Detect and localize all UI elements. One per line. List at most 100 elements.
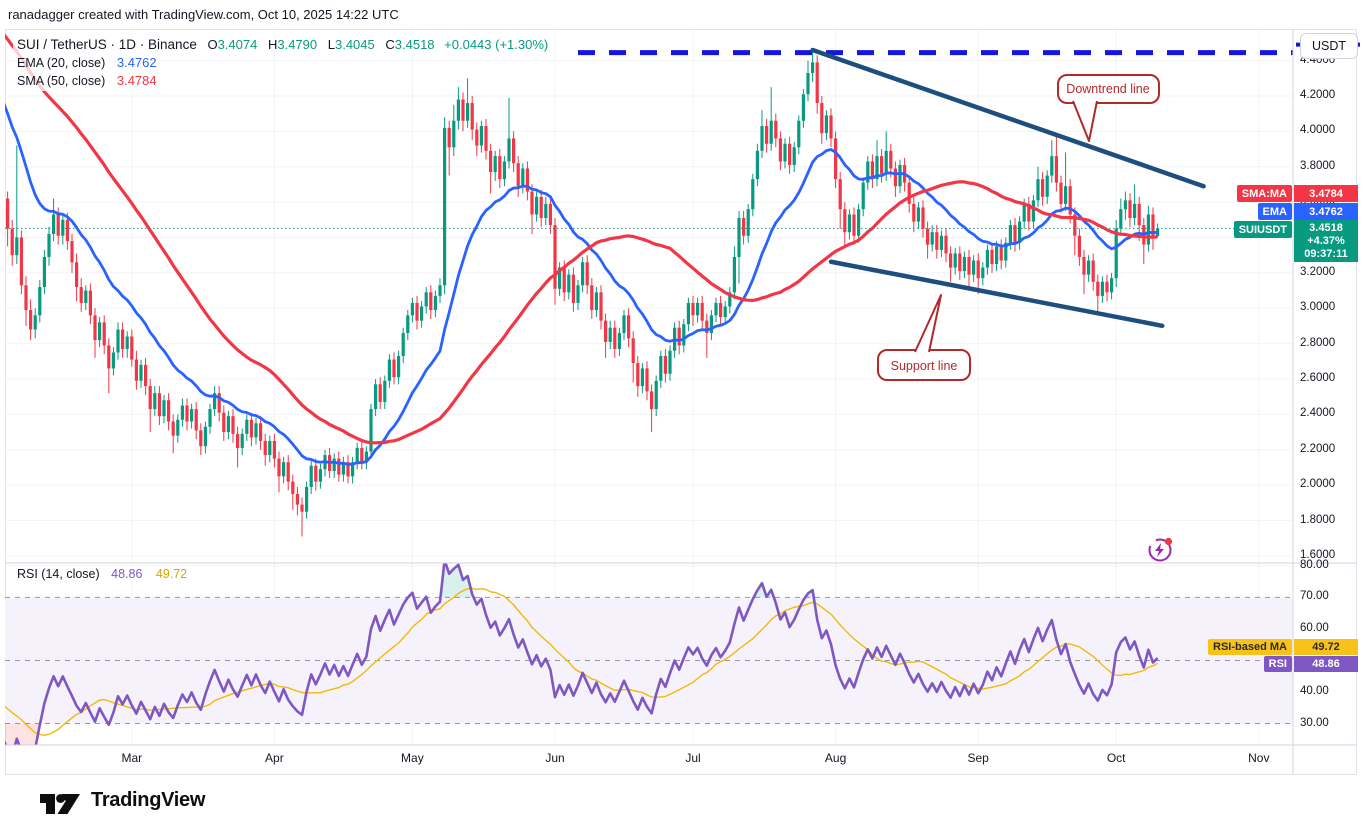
candle-body [939,235,943,250]
sma-legend-row[interactable]: SMA (50, close) 3.4784 [13,72,161,91]
rsi-legend-row[interactable]: RSI (14, close) 48.86 49.72 [13,566,192,582]
candle-body [507,138,511,162]
candle-body [489,150,493,173]
candle-body [217,393,221,413]
candle-body [815,62,819,104]
month-label[interactable]: Aug [824,751,847,765]
tradingview-logo-icon [40,794,80,814]
candle-body [1013,225,1017,243]
candle-body [838,179,842,210]
rsi-line [5,563,1159,745]
candle-body [33,315,37,330]
candle-body [139,364,143,381]
ema-legend-row[interactable]: EMA (20, close) 3.4762 [13,53,161,72]
candle-body [990,249,994,265]
month-label[interactable]: Mar [121,751,143,765]
rsi-badge[interactable]: 48.86 [1294,656,1358,672]
open-value: 3.4074 [217,37,258,52]
tradingview-logo-text: TradingView [91,789,206,811]
candle-body [236,433,240,449]
candle-body [438,285,442,296]
sma-price-badge[interactable]: 3.4784 [1294,185,1358,202]
candle-body [755,150,759,180]
symbol-legend-row[interactable]: SUI / TetherUS · 1D · Binance O3.4074 H3… [13,36,553,54]
ema-price-badge[interactable]: 3.4762 [1294,203,1358,220]
candle-body [760,126,764,151]
candle-body [806,72,810,95]
candle-body [1100,281,1104,296]
pane-separators [5,30,1357,775]
candle-body [309,465,313,487]
rsi-overbought-fill [407,563,814,598]
candle-body [346,462,350,477]
month-label[interactable]: Jul [685,751,701,765]
candle-body [677,327,681,346]
candle-body [590,285,594,311]
rsi-tag[interactable]: RSI [1263,656,1292,672]
candle-body [617,333,621,349]
candle-body [153,393,157,410]
candle-body [1133,203,1137,219]
candle-body [866,161,870,183]
symbol-line-tag[interactable]: SUIUSDT [1233,221,1292,238]
candle-body [15,237,19,256]
last-price-badge[interactable]: 3.4518 +4.37% 09:37:11 [1294,220,1358,262]
candle-body [19,237,23,286]
candle-body [548,203,552,226]
candle-body [797,120,801,148]
candle-body [369,409,373,452]
low-label: L [327,37,335,52]
candle-body [1073,214,1077,236]
candle-body [562,267,566,293]
price-tick-label: 4.2000 [1300,88,1336,101]
last-change-pct: +4.37% [1307,234,1345,247]
candle-body [70,241,74,263]
candle-body [479,126,483,146]
candle-body [130,336,134,360]
price-pane[interactable] [1,33,1160,537]
candle-body [337,458,341,475]
month-label[interactable]: Apr [265,751,284,765]
rsi-pane[interactable] [3,560,1293,761]
candle-body [406,315,410,334]
candle-body [1151,214,1155,236]
month-label[interactable]: May [401,751,424,765]
candle-body [930,232,934,245]
chart-legend[interactable]: SUI / TetherUS · 1D · Binance O3.4074 H3… [13,36,553,91]
month-label[interactable]: Jun [545,751,565,765]
candle-body [801,94,805,121]
month-label[interactable]: Nov [1248,751,1270,765]
month-label[interactable]: Sep [967,751,989,765]
candle-body [493,156,497,173]
user-drawings[interactable] [5,42,1360,329]
flash-action-icon[interactable] [1145,535,1175,565]
candle-body [1082,256,1086,275]
candle-body [585,262,589,286]
sma-line-tag[interactable]: SMA:MA [1236,185,1292,202]
candle-body [889,150,893,169]
currency-toggle-button[interactable]: USDT [1300,33,1358,59]
downtrend-callout[interactable]: Downtrend line [1057,74,1160,142]
sma-label: SMA (50, close) [17,74,106,88]
candle-body [180,405,184,420]
close-label: C [385,37,395,52]
tradingview-watermark[interactable]: TradingView [40,789,205,812]
candle-body [1128,200,1132,219]
candle-body [392,359,396,378]
candle-body [176,419,180,436]
rsi-ma-tag[interactable]: RSI-based MA [1208,639,1292,655]
candle-body [834,138,838,180]
ema-line-tag[interactable]: EMA [1257,203,1292,220]
candle-body [93,315,97,341]
rsi-ma-badge[interactable]: 49.72 [1294,639,1358,655]
candle-body [774,120,778,139]
support-callout[interactable]: Support line [877,294,971,381]
candle-body [314,465,318,482]
month-label[interactable]: Oct [1106,751,1126,765]
candle-body [452,120,456,148]
candle-body [1119,209,1123,229]
change-value: +0.0443 (+1.30%) [444,37,549,52]
candle-body [631,338,635,364]
price-tick-label: 1.6000 [1300,548,1336,561]
